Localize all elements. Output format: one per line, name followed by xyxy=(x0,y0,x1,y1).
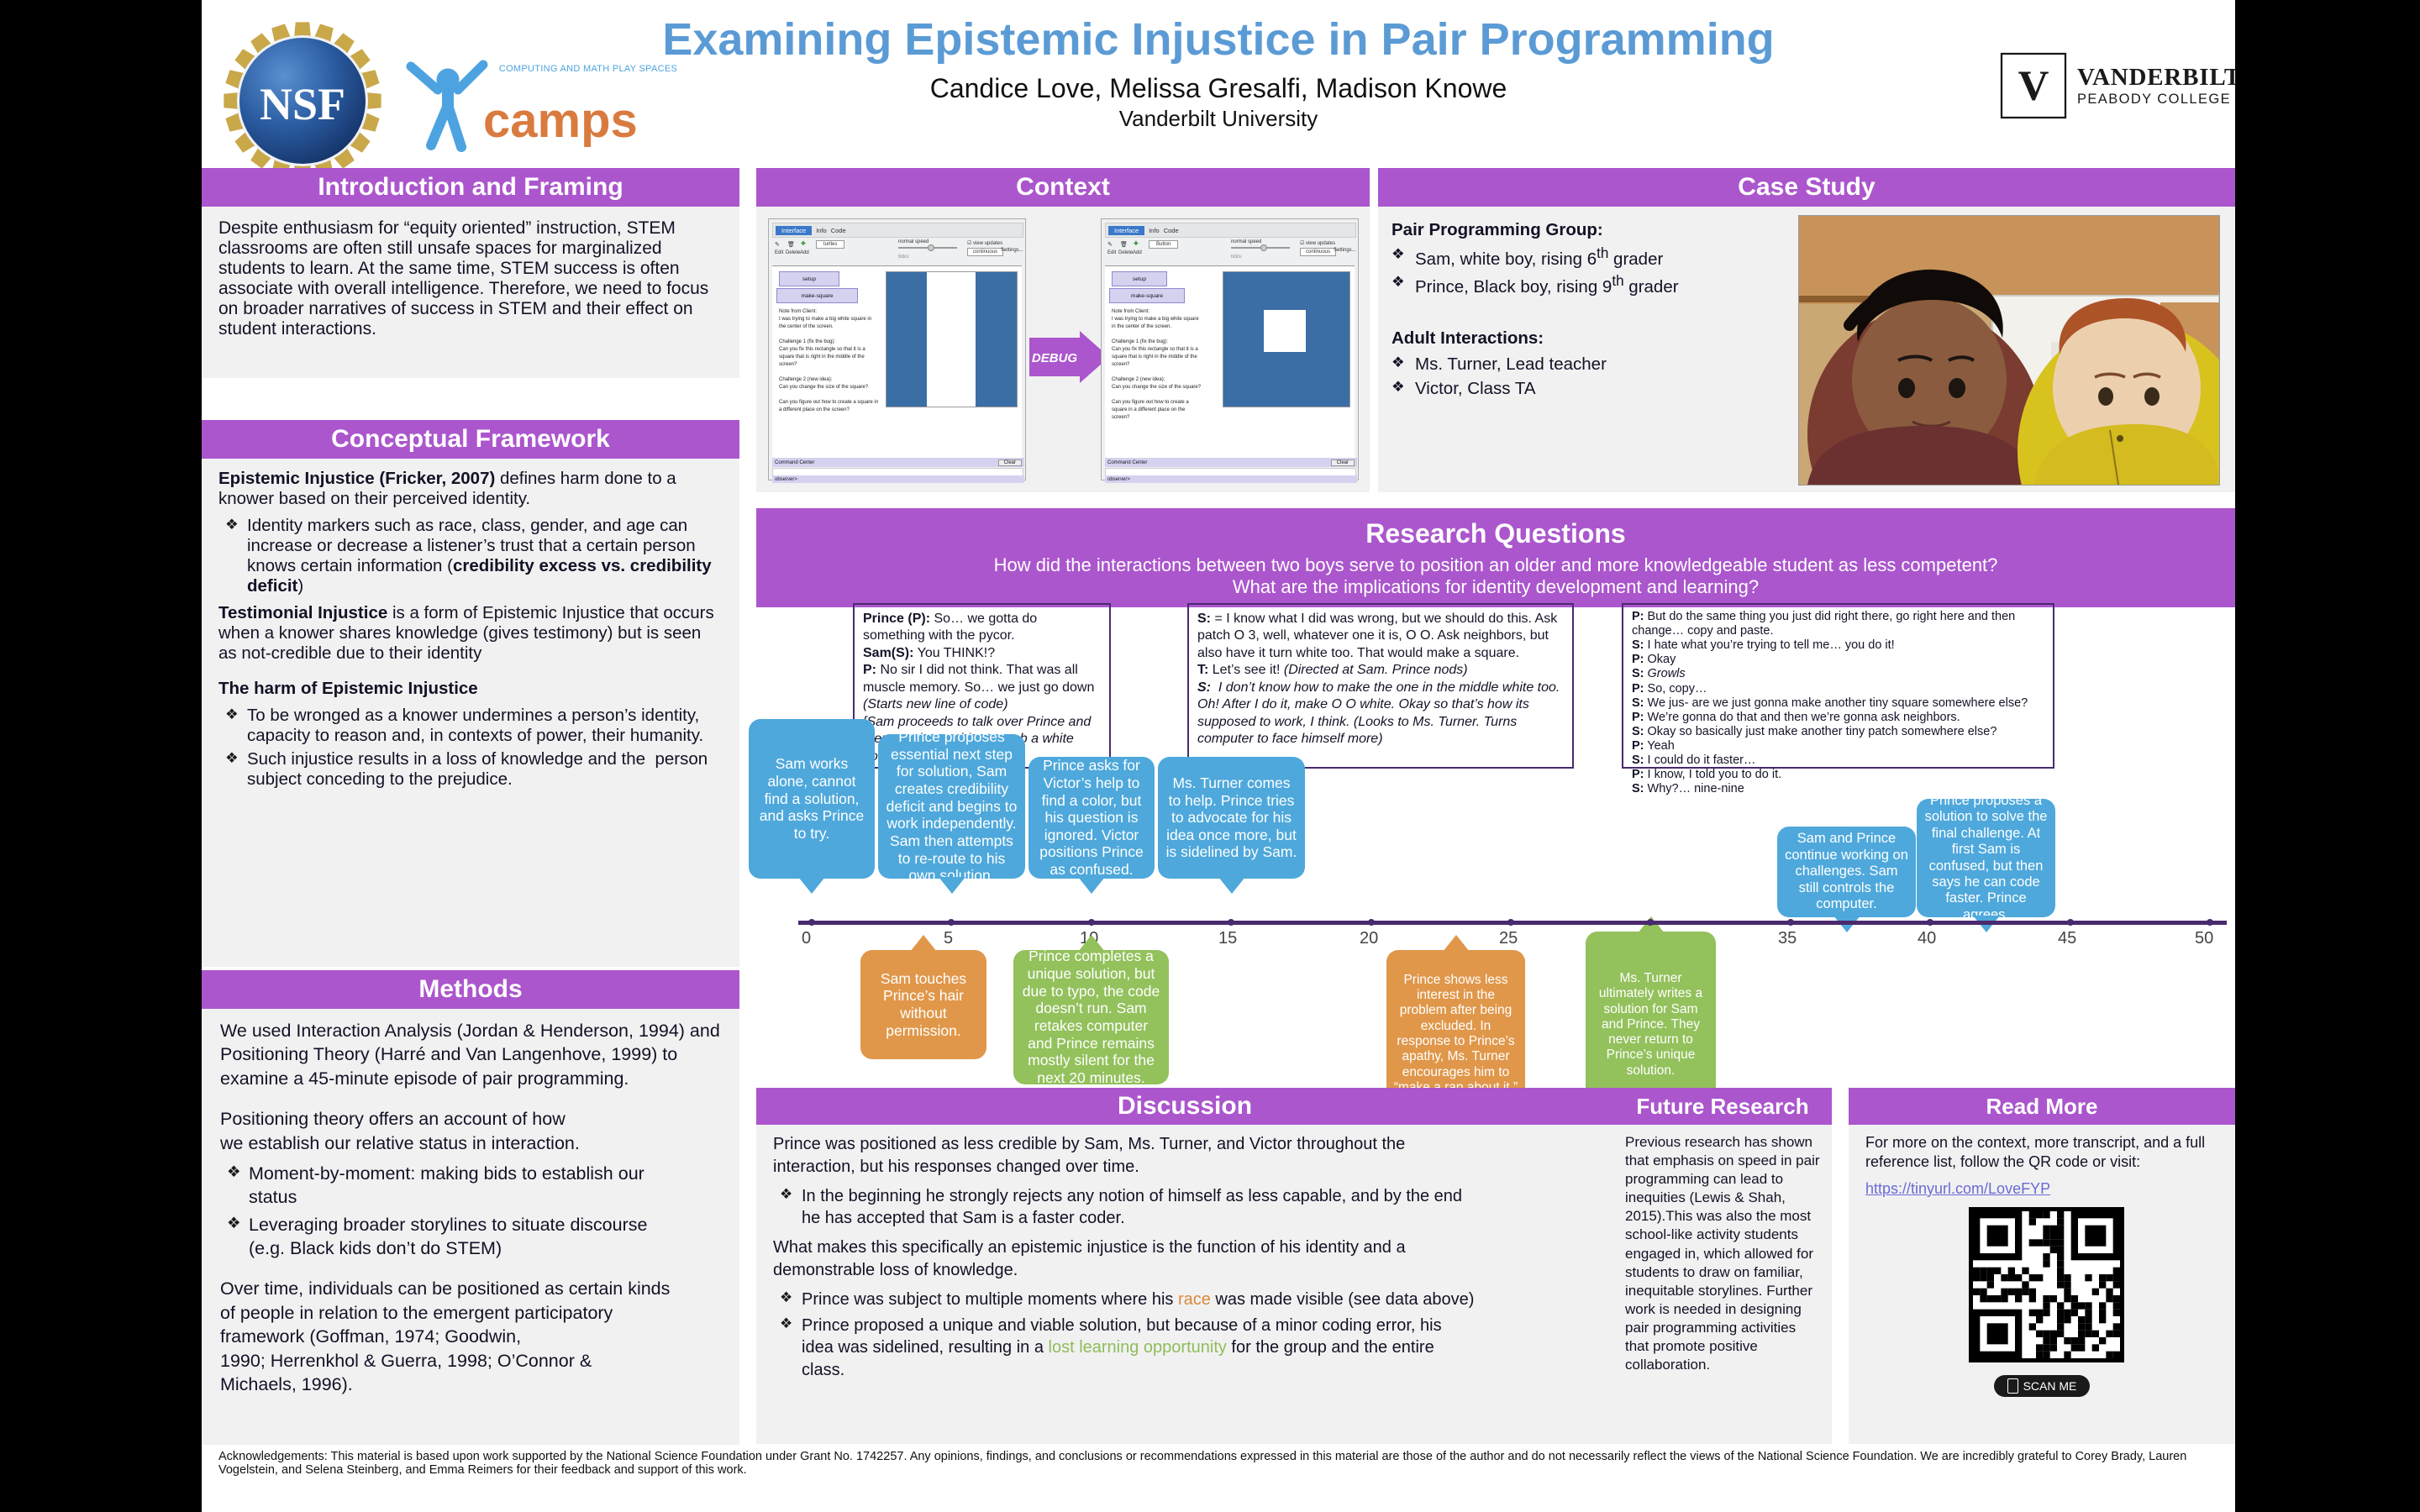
svg-text:DEBUG: DEBUG xyxy=(1032,351,1078,365)
svg-text:PEABODY COLLEGE: PEABODY COLLEGE xyxy=(2077,92,2231,107)
svg-text:VANDERBILT: VANDERBILT xyxy=(2077,64,2235,91)
svg-text:V: V xyxy=(2018,63,2049,110)
